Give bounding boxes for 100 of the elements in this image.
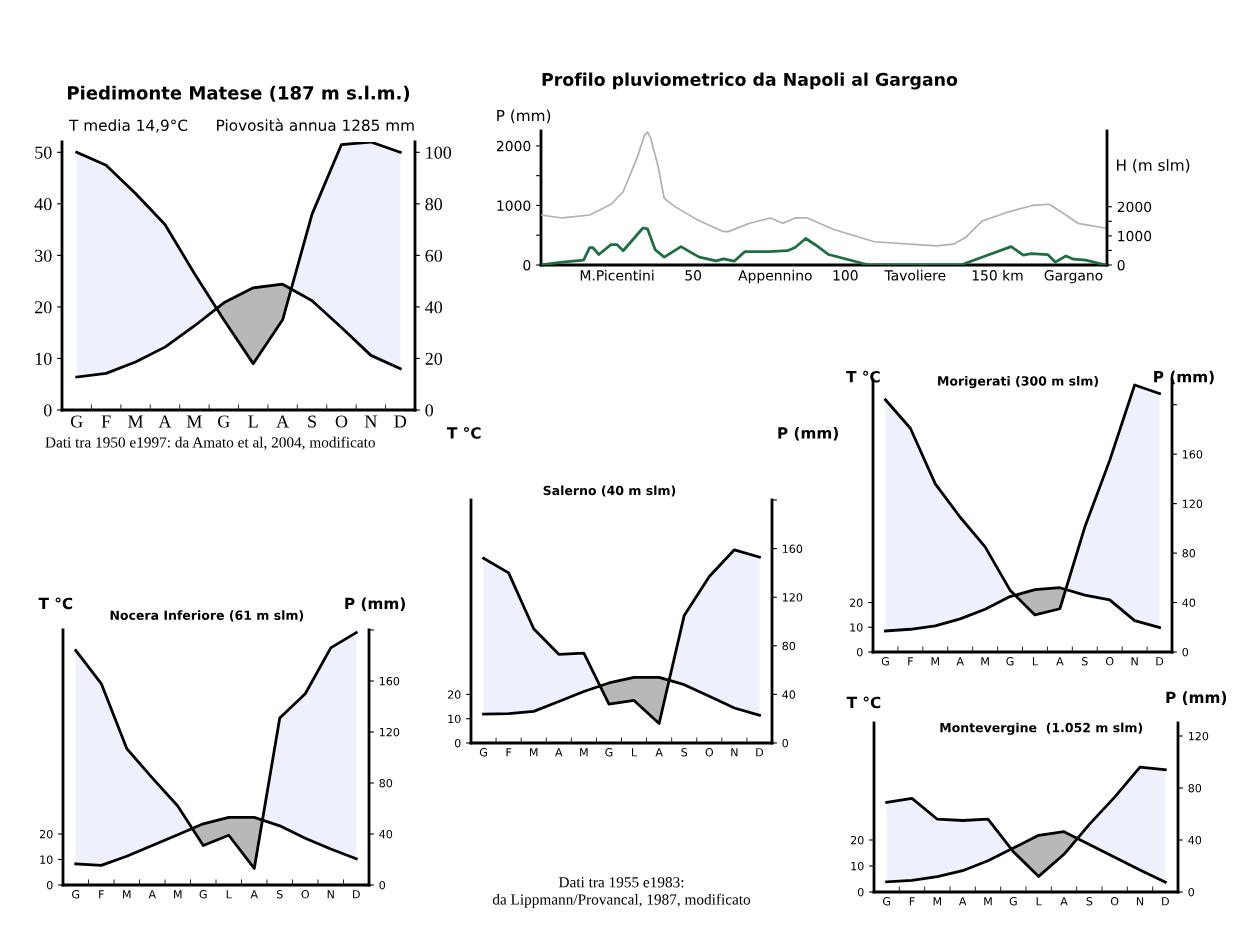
x-tick-label: A (1056, 657, 1064, 666)
y-tick-label: 40 (34, 198, 52, 211)
x-tick-label: S (1082, 657, 1088, 666)
x-tick-label: O (335, 415, 348, 428)
x-tick-label: 150 km (972, 269, 1023, 281)
line-series (482, 548, 761, 725)
y2-tick-label: 40 (1188, 835, 1202, 845)
x-tick-label: A (958, 897, 967, 906)
x-tick-label: F (99, 890, 104, 899)
chart-title: Morigerati (300 m slm) (938, 375, 1098, 389)
y-tick-label: 0 (43, 404, 52, 417)
y2-tick-label: 160 (782, 544, 803, 553)
y2-tick-label: 80 (1182, 549, 1196, 558)
y-tick-label: 0 (454, 738, 461, 748)
x-tick-label: G (218, 415, 230, 428)
x-tick-label: G (479, 748, 487, 757)
y-tick-label: 0 (856, 647, 863, 657)
y2-tick-label: 100 (426, 146, 452, 159)
y2-tick-label: 0 (1188, 887, 1195, 897)
x-tick-label: N (731, 748, 738, 757)
y-tick-label: 2000 (496, 140, 531, 152)
x-tick-label: Appennino (738, 269, 812, 284)
x-tick-label: A (276, 415, 290, 428)
x-tick-label: N (1136, 897, 1144, 906)
y-tick-label: 0 (857, 887, 864, 897)
x-tick-label: G (1009, 897, 1017, 906)
y2-tick-label: 80 (425, 198, 443, 211)
x-tick-label: M (931, 657, 939, 666)
y-tick-label: 10 (448, 714, 461, 724)
x-tick-label: L (248, 415, 258, 428)
x-tick-label: G (72, 890, 80, 899)
x-tick-label: L (632, 748, 638, 757)
x-tick-label: A (956, 657, 964, 666)
y2-tick-label: 160 (1182, 450, 1203, 459)
y2-tick-label: 80 (379, 778, 393, 788)
y-tick-label: 20 (447, 690, 461, 699)
x-tick-label: S (681, 748, 688, 757)
y2-tick-label: 60 (425, 249, 443, 262)
y2-axis-title: P (mm) (1154, 370, 1214, 385)
x-tick-label: Tavoliere (884, 269, 946, 281)
y-axis-title: T °C (446, 427, 481, 439)
x-tick-label: S (1086, 897, 1093, 906)
y2-axis-title: P (mm) (778, 426, 838, 441)
x-tick-label: A (148, 890, 156, 899)
x-tick-label: M (186, 415, 202, 428)
y2-tick-label: 0 (1117, 259, 1125, 271)
x-tick-label: M (174, 890, 182, 899)
chart-title: Salerno (40 m slm) (543, 485, 676, 497)
x-tick-label: A (1060, 897, 1068, 906)
line-series (541, 131, 1107, 247)
chart-title: Montevergine (1.052 m slm) (940, 722, 1143, 735)
y2-tick-label: 80 (782, 641, 796, 651)
x-tick-label: L (1032, 657, 1038, 666)
y2-tick-label: 2000 (1117, 201, 1152, 213)
x-tick-label: O (1105, 657, 1114, 666)
x-tick-label: D (394, 415, 407, 428)
x-tick-label: D (756, 748, 764, 757)
y2-tick-label: 0 (379, 880, 386, 890)
x-tick-label: D (1156, 657, 1164, 666)
chart-title: Nocera Inferiore (61 m slm) (110, 610, 304, 622)
y2-tick-label: 120 (379, 727, 400, 737)
x-tick-label: F (909, 897, 915, 906)
x-tick-label: F (506, 748, 512, 757)
x-tick-label: M (530, 748, 538, 757)
text: Dati tra 1955 e1983: da Lippmann/Provancal, 1987, modificato (492, 877, 751, 908)
y-tick-label: 20 (39, 829, 53, 839)
x-tick-label: M (933, 897, 942, 906)
y2-tick-label: 120 (782, 593, 803, 602)
x-tick-label: Gargano (1044, 270, 1103, 284)
x-tick-label: O (1110, 897, 1119, 906)
y-tick-label: 10 (40, 855, 53, 864)
y-axis-title: T °C (38, 597, 73, 610)
y-tick-label: 20 (849, 598, 863, 607)
y2-tick-label: 0 (782, 738, 789, 748)
y-tick-label: 0 (46, 880, 53, 890)
text: Dati tra 1950 e1997: da Amato et al, 2004, modificato (45, 436, 375, 450)
x-tick-label: M (123, 890, 131, 899)
y-axis-title: T °C (846, 696, 881, 709)
chart-title: Piedimonte Matese (187 m s.l.m.) (68, 85, 410, 102)
x-tick-label: S (308, 415, 316, 428)
y2-tick-label: 40 (379, 829, 393, 839)
x-tick-label: 50 (685, 270, 702, 281)
x-tick-label: A (250, 890, 258, 899)
y-tick-label: 50 (35, 146, 52, 159)
x-tick-label: M (128, 415, 144, 428)
x-tick-label: G (199, 890, 207, 899)
y2-tick-label: 40 (425, 301, 443, 314)
y-tick-label: 1000 (497, 200, 531, 211)
x-tick-label: M.Picentini (580, 269, 654, 281)
y2-tick-label: 1000 (1118, 230, 1152, 242)
y-tick-label: 30 (35, 249, 52, 262)
x-tick-label: N (327, 890, 334, 899)
y2-tick-label: 0 (425, 404, 434, 417)
x-tick-label: L (1036, 897, 1042, 906)
y-tick-label: 10 (850, 623, 863, 632)
x-tick-label: S (276, 890, 283, 899)
y2-tick-label: 0 (1182, 647, 1189, 657)
y2-tick-label: 160 (379, 676, 400, 686)
x-tick-label: F (908, 657, 913, 666)
x-tick-label: G (882, 897, 891, 906)
